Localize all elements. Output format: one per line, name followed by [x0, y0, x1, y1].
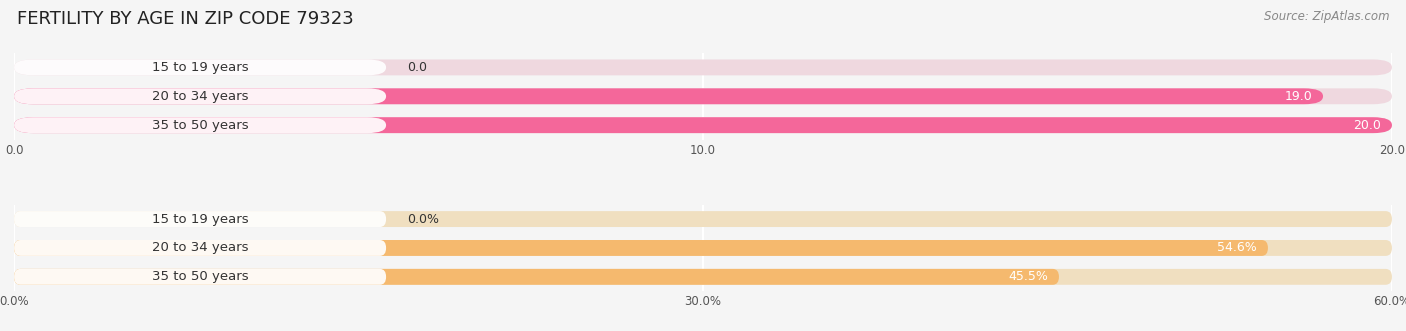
FancyBboxPatch shape [14, 240, 1268, 256]
FancyBboxPatch shape [14, 269, 1059, 285]
Text: 35 to 50 years: 35 to 50 years [152, 270, 249, 283]
FancyBboxPatch shape [14, 211, 387, 227]
FancyBboxPatch shape [14, 88, 387, 104]
Text: Source: ZipAtlas.com: Source: ZipAtlas.com [1264, 10, 1389, 23]
FancyBboxPatch shape [14, 269, 387, 285]
Text: 0.0%: 0.0% [406, 213, 439, 225]
FancyBboxPatch shape [14, 240, 1392, 256]
FancyBboxPatch shape [14, 117, 1392, 133]
FancyBboxPatch shape [14, 88, 1392, 104]
Text: 54.6%: 54.6% [1218, 241, 1257, 255]
FancyBboxPatch shape [14, 117, 387, 133]
FancyBboxPatch shape [14, 60, 1392, 75]
FancyBboxPatch shape [14, 88, 1323, 104]
FancyBboxPatch shape [14, 211, 1392, 227]
FancyBboxPatch shape [14, 269, 1392, 285]
Text: 45.5%: 45.5% [1008, 270, 1047, 283]
Text: 15 to 19 years: 15 to 19 years [152, 213, 249, 225]
FancyBboxPatch shape [14, 60, 387, 75]
Text: 20 to 34 years: 20 to 34 years [152, 241, 249, 255]
FancyBboxPatch shape [14, 117, 1392, 133]
Text: 20 to 34 years: 20 to 34 years [152, 90, 249, 103]
Text: 19.0: 19.0 [1284, 90, 1312, 103]
Text: 0.0: 0.0 [406, 61, 427, 74]
Text: FERTILITY BY AGE IN ZIP CODE 79323: FERTILITY BY AGE IN ZIP CODE 79323 [17, 10, 354, 28]
FancyBboxPatch shape [14, 240, 387, 256]
Text: 15 to 19 years: 15 to 19 years [152, 61, 249, 74]
Text: 20.0: 20.0 [1353, 119, 1381, 132]
Text: 35 to 50 years: 35 to 50 years [152, 119, 249, 132]
